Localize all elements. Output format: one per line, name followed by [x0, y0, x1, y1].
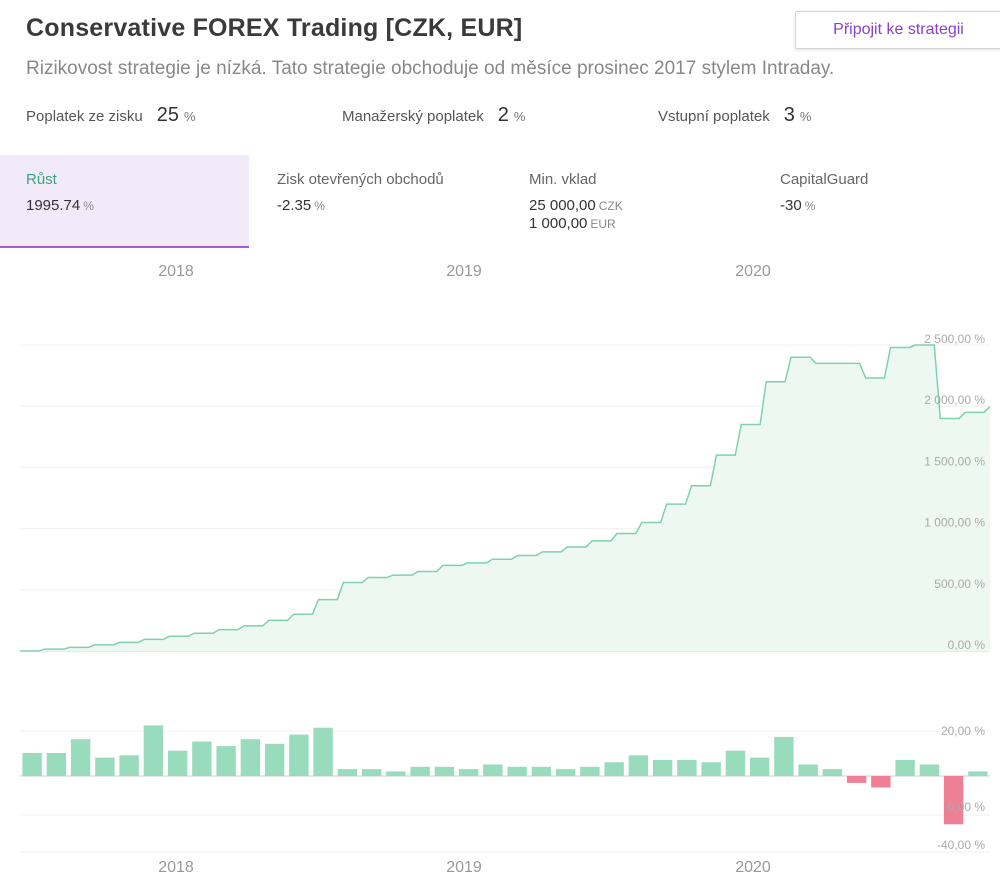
- monthly-bar: [240, 739, 261, 776]
- monthly-bar: [216, 746, 236, 776]
- tab-open-trades-profit[interactable]: Zisk otevřených obchodů -2.35%: [251, 155, 500, 248]
- monthly-bar: [95, 757, 115, 776]
- y-tick-label: 2 000,00 %: [924, 393, 985, 407]
- monthly-bar: [943, 776, 964, 825]
- growth-line: [20, 344, 991, 652]
- y-tick-label: 0,00 %: [948, 638, 986, 652]
- monthly-bar: [652, 759, 673, 776]
- min-deposit-label: Min. vklad: [529, 171, 597, 188]
- monthly-bar: [410, 766, 430, 776]
- monthly-bar: [313, 727, 333, 776]
- monthly-bar: [289, 734, 309, 776]
- capital-guard-value: -30%: [780, 197, 816, 214]
- open-profit-label: Zisk otevřených obchodů: [277, 171, 444, 188]
- growth-value: 1995.74%: [26, 197, 94, 214]
- monthly-bar: [167, 750, 188, 776]
- x-tick-label: 2020: [735, 263, 771, 280]
- bar-y-tick-label: -40,00 %: [937, 838, 985, 852]
- strategy-description: Rizikovost strategie je nízká. Tato stra…: [26, 58, 835, 79]
- monthly-bar: [458, 769, 479, 776]
- monthly-bar: [386, 771, 406, 776]
- tab-min-deposit[interactable]: Min. vklad 25 000,00 CZK 1 000,00 EUR: [503, 155, 752, 248]
- page-title: Conservative FOREX Trading [CZK, EUR]: [26, 14, 523, 42]
- entry-fee-value: 3: [783, 104, 795, 126]
- monthly-bar: [846, 776, 867, 783]
- monthly-bar: [774, 736, 794, 776]
- min-deposit-czk: 25 000,00 CZK: [529, 197, 623, 214]
- x-tick-label: 2019: [446, 263, 482, 280]
- bar-x-tick-label: 2020: [735, 859, 771, 876]
- growth-label: Růst: [26, 171, 57, 188]
- management-fee-value: 2: [497, 104, 509, 126]
- profit-fee: Poplatek ze zisku 25 %: [26, 104, 196, 127]
- monthly-bar: [434, 766, 455, 776]
- monthly-bar: [895, 759, 915, 776]
- monthly-bar: [264, 743, 285, 776]
- monthly-bar: [337, 769, 358, 776]
- open-profit-value: -2.35%: [277, 197, 325, 214]
- monthly-bar: [531, 766, 552, 776]
- bar-x-tick-label: 2019: [446, 859, 482, 876]
- monthly-bar: [604, 762, 624, 776]
- monthly-bar: [483, 764, 503, 776]
- y-tick-label: 2 500,00 %: [924, 332, 985, 346]
- connect-to-strategy-button[interactable]: Připojit ke strategii: [795, 11, 1000, 49]
- monthly-bar: [628, 755, 649, 776]
- monthly-bar: [677, 759, 697, 776]
- monthly-bar: [822, 769, 843, 776]
- entry-fee: Vstupní poplatek 3 %: [658, 104, 811, 127]
- profit-fee-label: Poplatek ze zisku: [26, 108, 143, 125]
- monthly-bar: [70, 739, 91, 776]
- bar-y-tick-label: 0,00 %: [948, 800, 986, 814]
- monthly-bar: [798, 764, 818, 776]
- y-tick-label: 1 000,00 %: [924, 516, 985, 530]
- monthly-bar: [919, 764, 940, 776]
- monthly-bar: [725, 750, 746, 776]
- monthly-bar: [507, 766, 527, 776]
- management-fee: Manažerský poplatek 2 %: [342, 104, 525, 127]
- monthly-bar: [361, 769, 382, 776]
- bar-x-tick-label: 2018: [158, 859, 194, 876]
- management-fee-unit: %: [513, 109, 526, 124]
- monthly-bar: [192, 741, 212, 776]
- tab-capital-guard[interactable]: CapitalGuard -30%: [754, 155, 1000, 248]
- growth-area: [20, 345, 990, 651]
- monthly-bar: [555, 769, 576, 776]
- profit-fee-unit: %: [183, 109, 196, 124]
- y-tick-label: 500,00 %: [934, 577, 985, 591]
- monthly-bar: [119, 755, 139, 776]
- monthly-bar: [968, 771, 988, 776]
- monthly-bar: [580, 766, 600, 776]
- tab-growth[interactable]: Růst 1995.74%: [0, 155, 249, 248]
- profit-fee-value: 25: [156, 104, 179, 126]
- monthly-bar: [46, 753, 67, 776]
- monthly-bar: [871, 776, 891, 788]
- x-tick-label: 2018: [158, 263, 194, 280]
- capital-guard-label: CapitalGuard: [780, 171, 869, 188]
- y-tick-label: 1 500,00 %: [924, 454, 985, 468]
- min-deposit-eur: 1 000,00 EUR: [529, 215, 616, 232]
- bar-y-tick-label: 20,00 %: [941, 724, 985, 738]
- entry-fee-unit: %: [799, 109, 812, 124]
- monthly-bar: [701, 762, 721, 776]
- management-fee-label: Manažerský poplatek: [342, 108, 484, 125]
- monthly-bar: [143, 725, 164, 776]
- entry-fee-label: Vstupní poplatek: [658, 108, 770, 125]
- monthly-bar: [22, 753, 42, 776]
- monthly-bar: [749, 757, 770, 776]
